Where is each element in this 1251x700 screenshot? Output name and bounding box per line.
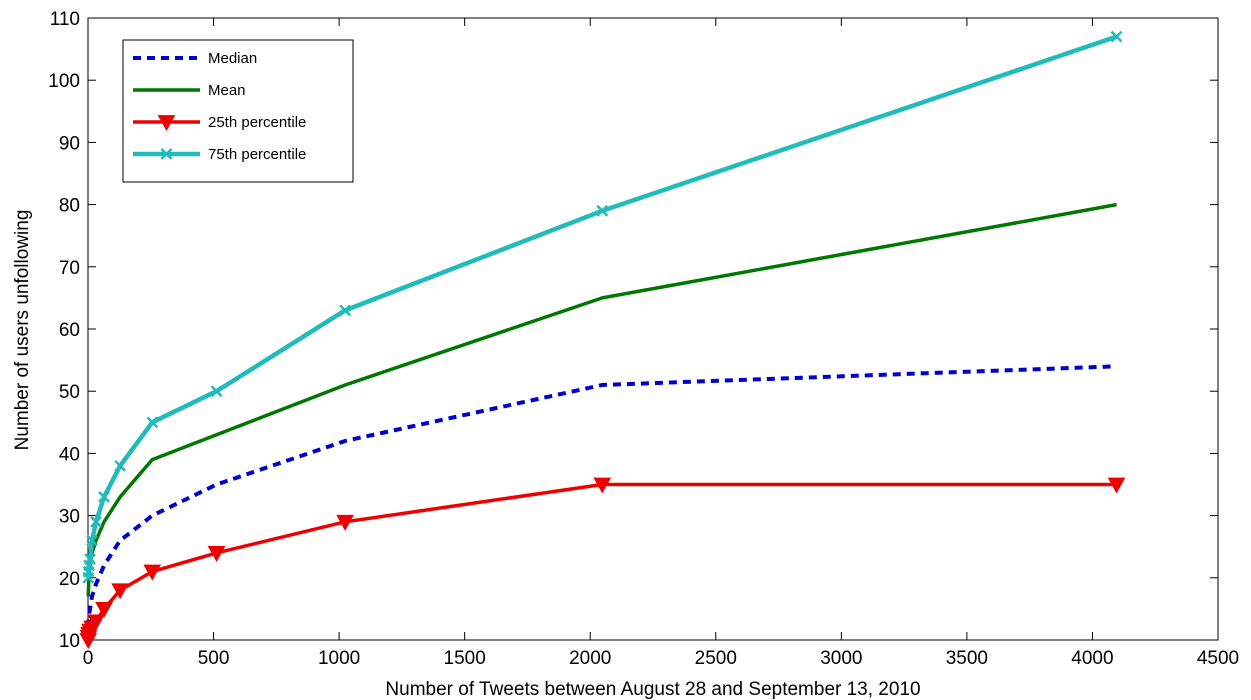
point-75th-percentile [210, 385, 223, 398]
y-tick-label: 40 [59, 444, 80, 465]
x-tick-label: 1500 [444, 648, 486, 669]
x-axis-label: Number of Tweets between August 28 and S… [385, 679, 920, 700]
axes [87, 17, 1219, 641]
marker-stroke [98, 491, 110, 503]
point-25th-percentile [143, 564, 162, 581]
marker-stroke [160, 148, 173, 160]
marker-stroke [146, 416, 159, 429]
point-25th-percentile [207, 546, 226, 562]
x-tick-label: 500 [198, 648, 230, 669]
point-75th-percentile [146, 416, 159, 429]
y-tick-label: 110 [50, 9, 80, 30]
legend-label-mean: Mean [208, 82, 246, 99]
marker-stroke [86, 534, 98, 547]
x-tick-label: 1000 [318, 648, 360, 669]
marker-stroke [339, 304, 352, 317]
y-tick-label: 100 [48, 71, 80, 92]
point-25th-percentile [336, 514, 354, 531]
point-25th-percentile [593, 477, 612, 494]
marker-stroke [84, 553, 96, 566]
point-75th-percentile [98, 491, 110, 503]
series-line-mean [86, 202, 1117, 597]
point-75th-percentile [596, 204, 609, 217]
marker-stroke [596, 204, 609, 217]
series-line-25th-percentile [86, 482, 1117, 641]
y-tick-label: 30 [59, 507, 80, 528]
point-75th-percentile [90, 515, 102, 528]
point-75th-percentile [86, 534, 98, 547]
y-tick-label: 80 [59, 196, 80, 217]
legend-label-median: Median [208, 50, 257, 67]
x-tick-label: 2500 [695, 648, 737, 669]
series-lines [79, 30, 1126, 650]
x-tick-label: 4500 [1197, 648, 1239, 669]
series-line-median [86, 364, 1117, 628]
point-75th-percentile [84, 553, 96, 566]
point-25th-percentile [1107, 477, 1126, 494]
y-tick-label: 10 [59, 631, 80, 652]
y-tick-label: 70 [59, 258, 80, 279]
legend-label-25th-percentile: 25th percentile [208, 114, 306, 131]
x-tick-label: 3000 [820, 648, 862, 669]
y-axis-label: Number of users unfollowing [12, 210, 33, 451]
marker-stroke [90, 515, 102, 528]
marker-stroke [1110, 30, 1123, 43]
y-tick-label: 50 [59, 382, 80, 403]
y-tick-label: 60 [59, 320, 80, 341]
legend: Median Mean 25th percentile 75th percentile [122, 39, 354, 183]
point-25th-percentile [111, 583, 129, 600]
x-tick-label: 0 [83, 648, 94, 669]
point-75th-percentile-legend [160, 148, 173, 160]
legend-label-75th-percentile: 75th percentile [208, 146, 306, 163]
x-tick-label: 2000 [569, 648, 611, 669]
marker-stroke [210, 385, 223, 398]
x-tick-label: 3500 [946, 648, 988, 669]
point-75th-percentile [339, 304, 352, 317]
tick-labels: 0 500 1000 1500 2000 2500 3000 3500 4000 4500 10 20… [48, 9, 1239, 669]
point-25th-percentile [87, 614, 105, 631]
point-25th-percentile-legend [157, 115, 176, 132]
point-25th-percentile [95, 602, 113, 618]
y-tick-label: 20 [59, 569, 80, 590]
y-tick-label: 90 [59, 133, 80, 154]
marker-stroke [114, 459, 127, 472]
point-75th-percentile [114, 459, 127, 472]
point-75th-percentile [1110, 30, 1123, 43]
x-tick-label: 4000 [1071, 648, 1113, 669]
